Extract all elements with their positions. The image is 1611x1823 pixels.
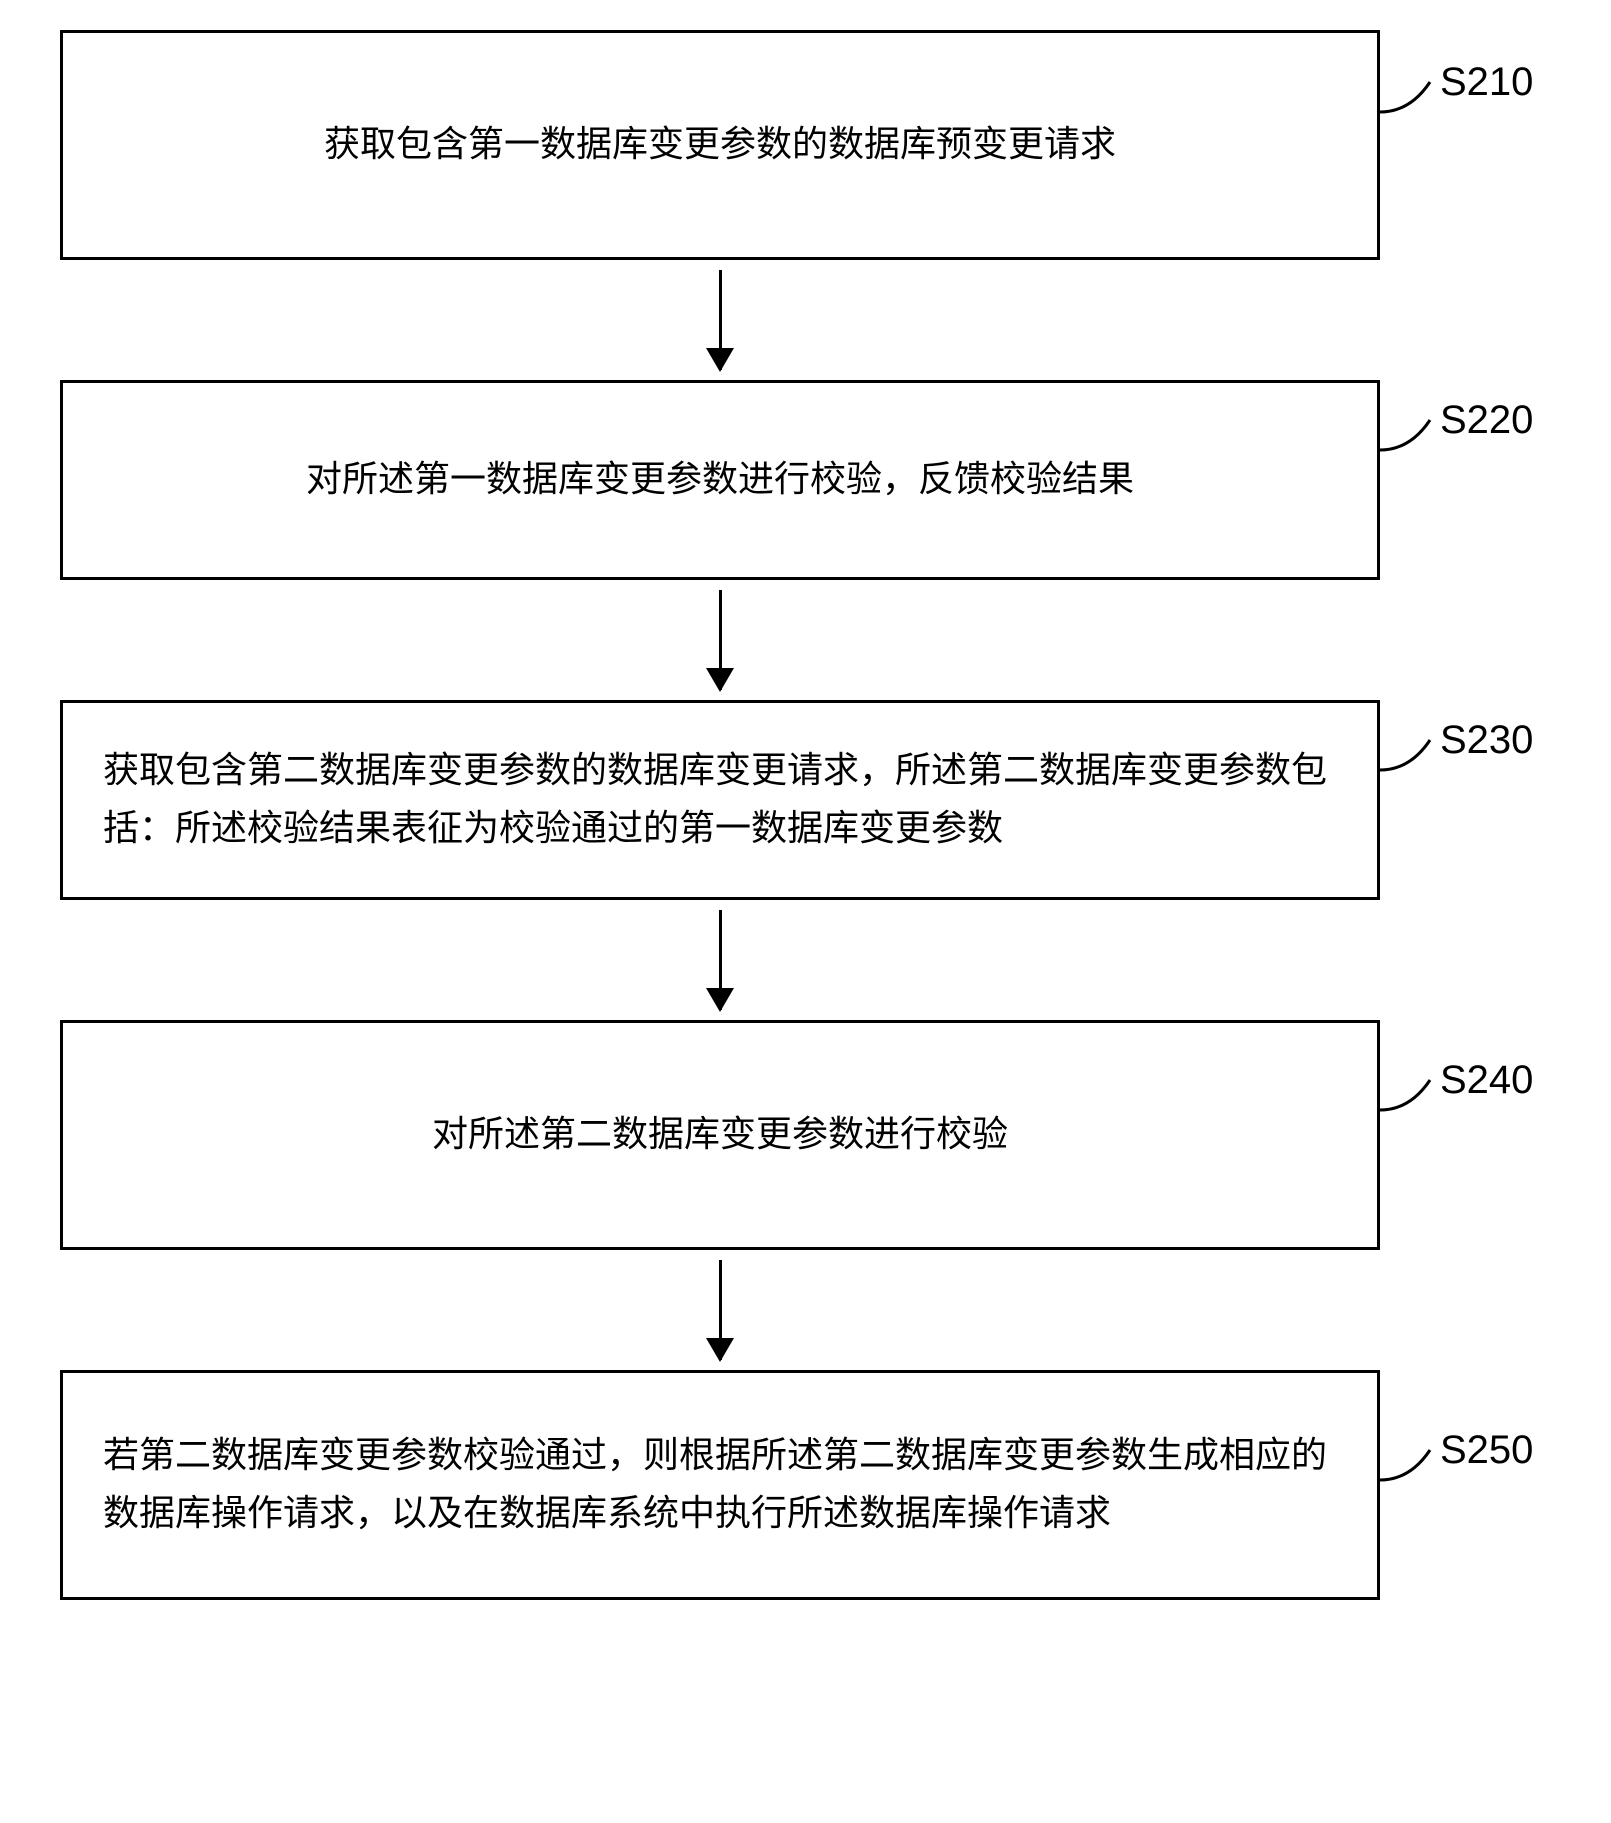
callout-curve-icon [1380,1440,1440,1500]
callout-curve-icon [1380,410,1440,470]
callout-curve-icon [1380,1070,1440,1130]
flowchart-node-s210: 获取包含第一数据库变更参数的数据库预变更请求 [60,30,1380,260]
node-text: 对所述第二数据库变更参数进行校验 [432,1106,1008,1164]
arrow-container [60,260,1380,380]
arrow-container [60,580,1380,700]
node-text: 若第二数据库变更参数校验通过，则根据所述第二数据库变更参数生成相应的数据库操作请… [103,1427,1337,1542]
callout-curve-icon [1380,730,1440,790]
arrow-down-icon [719,1260,722,1360]
arrow-down-icon [719,590,722,690]
step-label-s230: S230 [1440,718,1533,763]
flowchart-node-s230: 获取包含第二数据库变更参数的数据库变更请求，所述第二数据库变更参数包括：所述校验… [60,700,1380,900]
arrow-container [60,1250,1380,1370]
step-label-s220: S220 [1440,398,1533,443]
arrow-down-icon [719,270,722,370]
flowchart-node-s220: 对所述第一数据库变更参数进行校验，反馈校验结果 [60,380,1380,580]
step-label-s210: S210 [1440,60,1533,105]
arrow-container [60,900,1380,1020]
flowchart-container: 获取包含第一数据库变更参数的数据库预变更请求 S210 对所述第一数据库变更参数… [60,30,1540,1600]
node-text: 对所述第一数据库变更参数进行校验，反馈校验结果 [306,451,1134,509]
flowchart-node-s240: 对所述第二数据库变更参数进行校验 [60,1020,1380,1250]
flowchart-node-s250: 若第二数据库变更参数校验通过，则根据所述第二数据库变更参数生成相应的数据库操作请… [60,1370,1380,1600]
node-text: 获取包含第二数据库变更参数的数据库变更请求，所述第二数据库变更参数包括：所述校验… [103,742,1337,857]
callout-curve-icon [1380,72,1440,132]
node-text: 获取包含第一数据库变更参数的数据库预变更请求 [324,116,1116,174]
step-label-s250: S250 [1440,1428,1533,1473]
arrow-down-icon [719,910,722,1010]
step-label-s240: S240 [1440,1058,1533,1103]
